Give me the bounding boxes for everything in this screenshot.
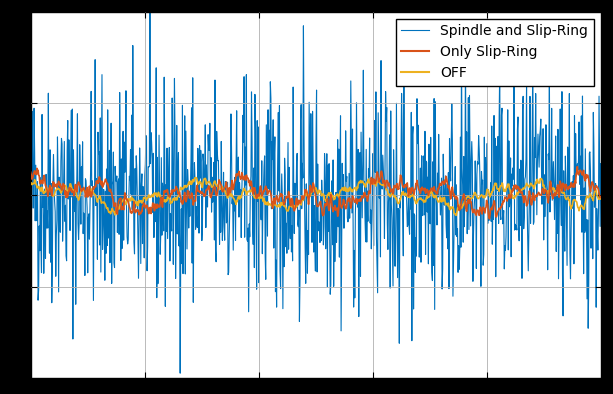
Spindle and Slip-Ring (27, 165, 34, 170)
Only Slip-Ring (257, 188, 265, 193)
Only Slip-Ring (419, 185, 426, 190)
Spindle and Slip-Ring (85, 212, 93, 216)
Spindle and Slip-Ring (259, 251, 266, 256)
OFF (27, 180, 34, 185)
Spindle and Slip-Ring (177, 371, 184, 375)
OFF (483, 190, 490, 195)
Line: OFF: OFF (31, 178, 601, 215)
Spindle and Slip-Ring (279, 306, 286, 311)
OFF (279, 202, 286, 206)
OFF (419, 197, 427, 202)
OFF (473, 193, 480, 198)
OFF (192, 175, 200, 180)
OFF (258, 195, 265, 199)
OFF (597, 197, 604, 201)
Legend: Spindle and Slip-Ring, Only Slip-Ring, OFF: Spindle and Slip-Ring, Only Slip-Ring, O… (396, 19, 594, 86)
Only Slip-Ring (85, 193, 93, 198)
Only Slip-Ring (485, 217, 493, 221)
Only Slip-Ring (27, 170, 34, 175)
Only Slip-Ring (597, 195, 604, 200)
OFF (85, 190, 93, 195)
OFF (452, 213, 460, 217)
Spindle and Slip-Ring (597, 161, 604, 166)
Spindle and Slip-Ring (419, 154, 427, 158)
Only Slip-Ring (278, 192, 286, 197)
Only Slip-Ring (471, 211, 479, 216)
Spindle and Slip-Ring (473, 266, 480, 271)
Line: Spindle and Slip-Ring: Spindle and Slip-Ring (31, 0, 601, 373)
Line: Only Slip-Ring: Only Slip-Ring (31, 167, 601, 219)
Only Slip-Ring (574, 164, 581, 169)
Spindle and Slip-Ring (483, 191, 490, 196)
Only Slip-Ring (482, 206, 489, 211)
